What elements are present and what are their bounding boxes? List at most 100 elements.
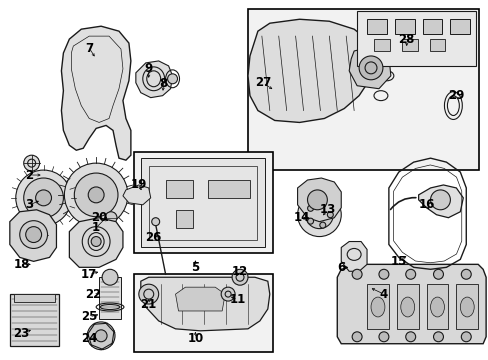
Bar [373,39,389,51]
Circle shape [87,322,115,350]
Bar [428,39,445,51]
Polygon shape [418,185,462,218]
Circle shape [313,209,325,221]
Bar [247,9,478,170]
Bar [366,284,388,329]
Circle shape [358,56,382,80]
Polygon shape [341,242,366,271]
Bar [175,210,193,228]
Text: 18: 18 [14,258,30,271]
Polygon shape [69,218,122,267]
Text: 10: 10 [187,332,203,345]
Text: 21: 21 [141,297,157,311]
Text: 25: 25 [81,310,97,323]
Circle shape [307,218,313,224]
Circle shape [88,187,104,203]
Circle shape [460,269,470,279]
Circle shape [24,155,40,171]
Circle shape [20,221,47,248]
Bar [401,39,417,51]
Text: 8: 8 [159,77,167,90]
Text: 11: 11 [229,293,245,306]
Bar [165,180,193,198]
Text: 9: 9 [144,62,153,75]
Bar [449,19,469,34]
Text: 16: 16 [418,198,434,211]
Text: 26: 26 [145,231,162,244]
Text: 4: 4 [379,288,387,301]
Circle shape [307,190,326,210]
Circle shape [36,190,51,206]
Bar [134,274,272,352]
Circle shape [319,201,325,207]
Bar [396,284,418,329]
Bar [134,152,272,253]
Circle shape [24,178,63,218]
Circle shape [16,170,71,226]
Ellipse shape [459,297,473,317]
Circle shape [460,332,470,342]
Circle shape [351,269,361,279]
Ellipse shape [429,297,444,317]
Bar [99,277,121,319]
Text: 17: 17 [81,268,97,281]
Text: 2: 2 [25,168,34,181]
Circle shape [378,269,388,279]
Text: 28: 28 [398,33,414,46]
Circle shape [433,269,443,279]
Bar [10,294,60,346]
Text: 23: 23 [14,327,30,340]
Circle shape [167,74,177,84]
Circle shape [74,173,118,217]
Polygon shape [136,61,172,98]
Text: 14: 14 [293,211,309,224]
Ellipse shape [370,297,384,317]
Circle shape [64,163,128,227]
Circle shape [378,332,388,342]
Polygon shape [61,26,131,160]
Ellipse shape [400,297,414,317]
Bar [426,284,447,329]
Circle shape [307,205,313,211]
Polygon shape [122,185,150,205]
Bar [394,19,414,34]
Circle shape [105,212,117,224]
Circle shape [221,287,235,301]
Circle shape [26,227,41,243]
Bar [455,284,477,329]
Bar [422,19,442,34]
Circle shape [405,332,415,342]
Polygon shape [297,178,341,222]
Circle shape [305,201,333,229]
Circle shape [151,218,160,226]
Circle shape [102,269,118,285]
Polygon shape [348,46,390,89]
Circle shape [139,284,158,304]
Text: 12: 12 [231,265,247,278]
Circle shape [232,269,247,285]
Polygon shape [175,287,224,311]
Circle shape [351,332,361,342]
Circle shape [405,269,415,279]
Bar [14,294,55,302]
Text: 1: 1 [92,221,100,234]
Text: 5: 5 [191,261,199,274]
Text: 15: 15 [390,255,406,268]
Circle shape [326,212,333,218]
Text: 19: 19 [130,179,147,192]
Circle shape [297,193,341,237]
Circle shape [95,330,107,342]
Circle shape [429,190,449,210]
Text: 27: 27 [254,76,270,89]
Polygon shape [337,264,485,344]
Polygon shape [10,210,56,261]
Polygon shape [247,19,373,122]
Bar [366,19,386,34]
Text: 7: 7 [85,41,93,54]
Text: 20: 20 [91,211,107,224]
Circle shape [433,332,443,342]
Text: 29: 29 [447,89,464,102]
Circle shape [91,237,101,247]
Bar [356,11,475,66]
Text: 3: 3 [25,198,34,211]
